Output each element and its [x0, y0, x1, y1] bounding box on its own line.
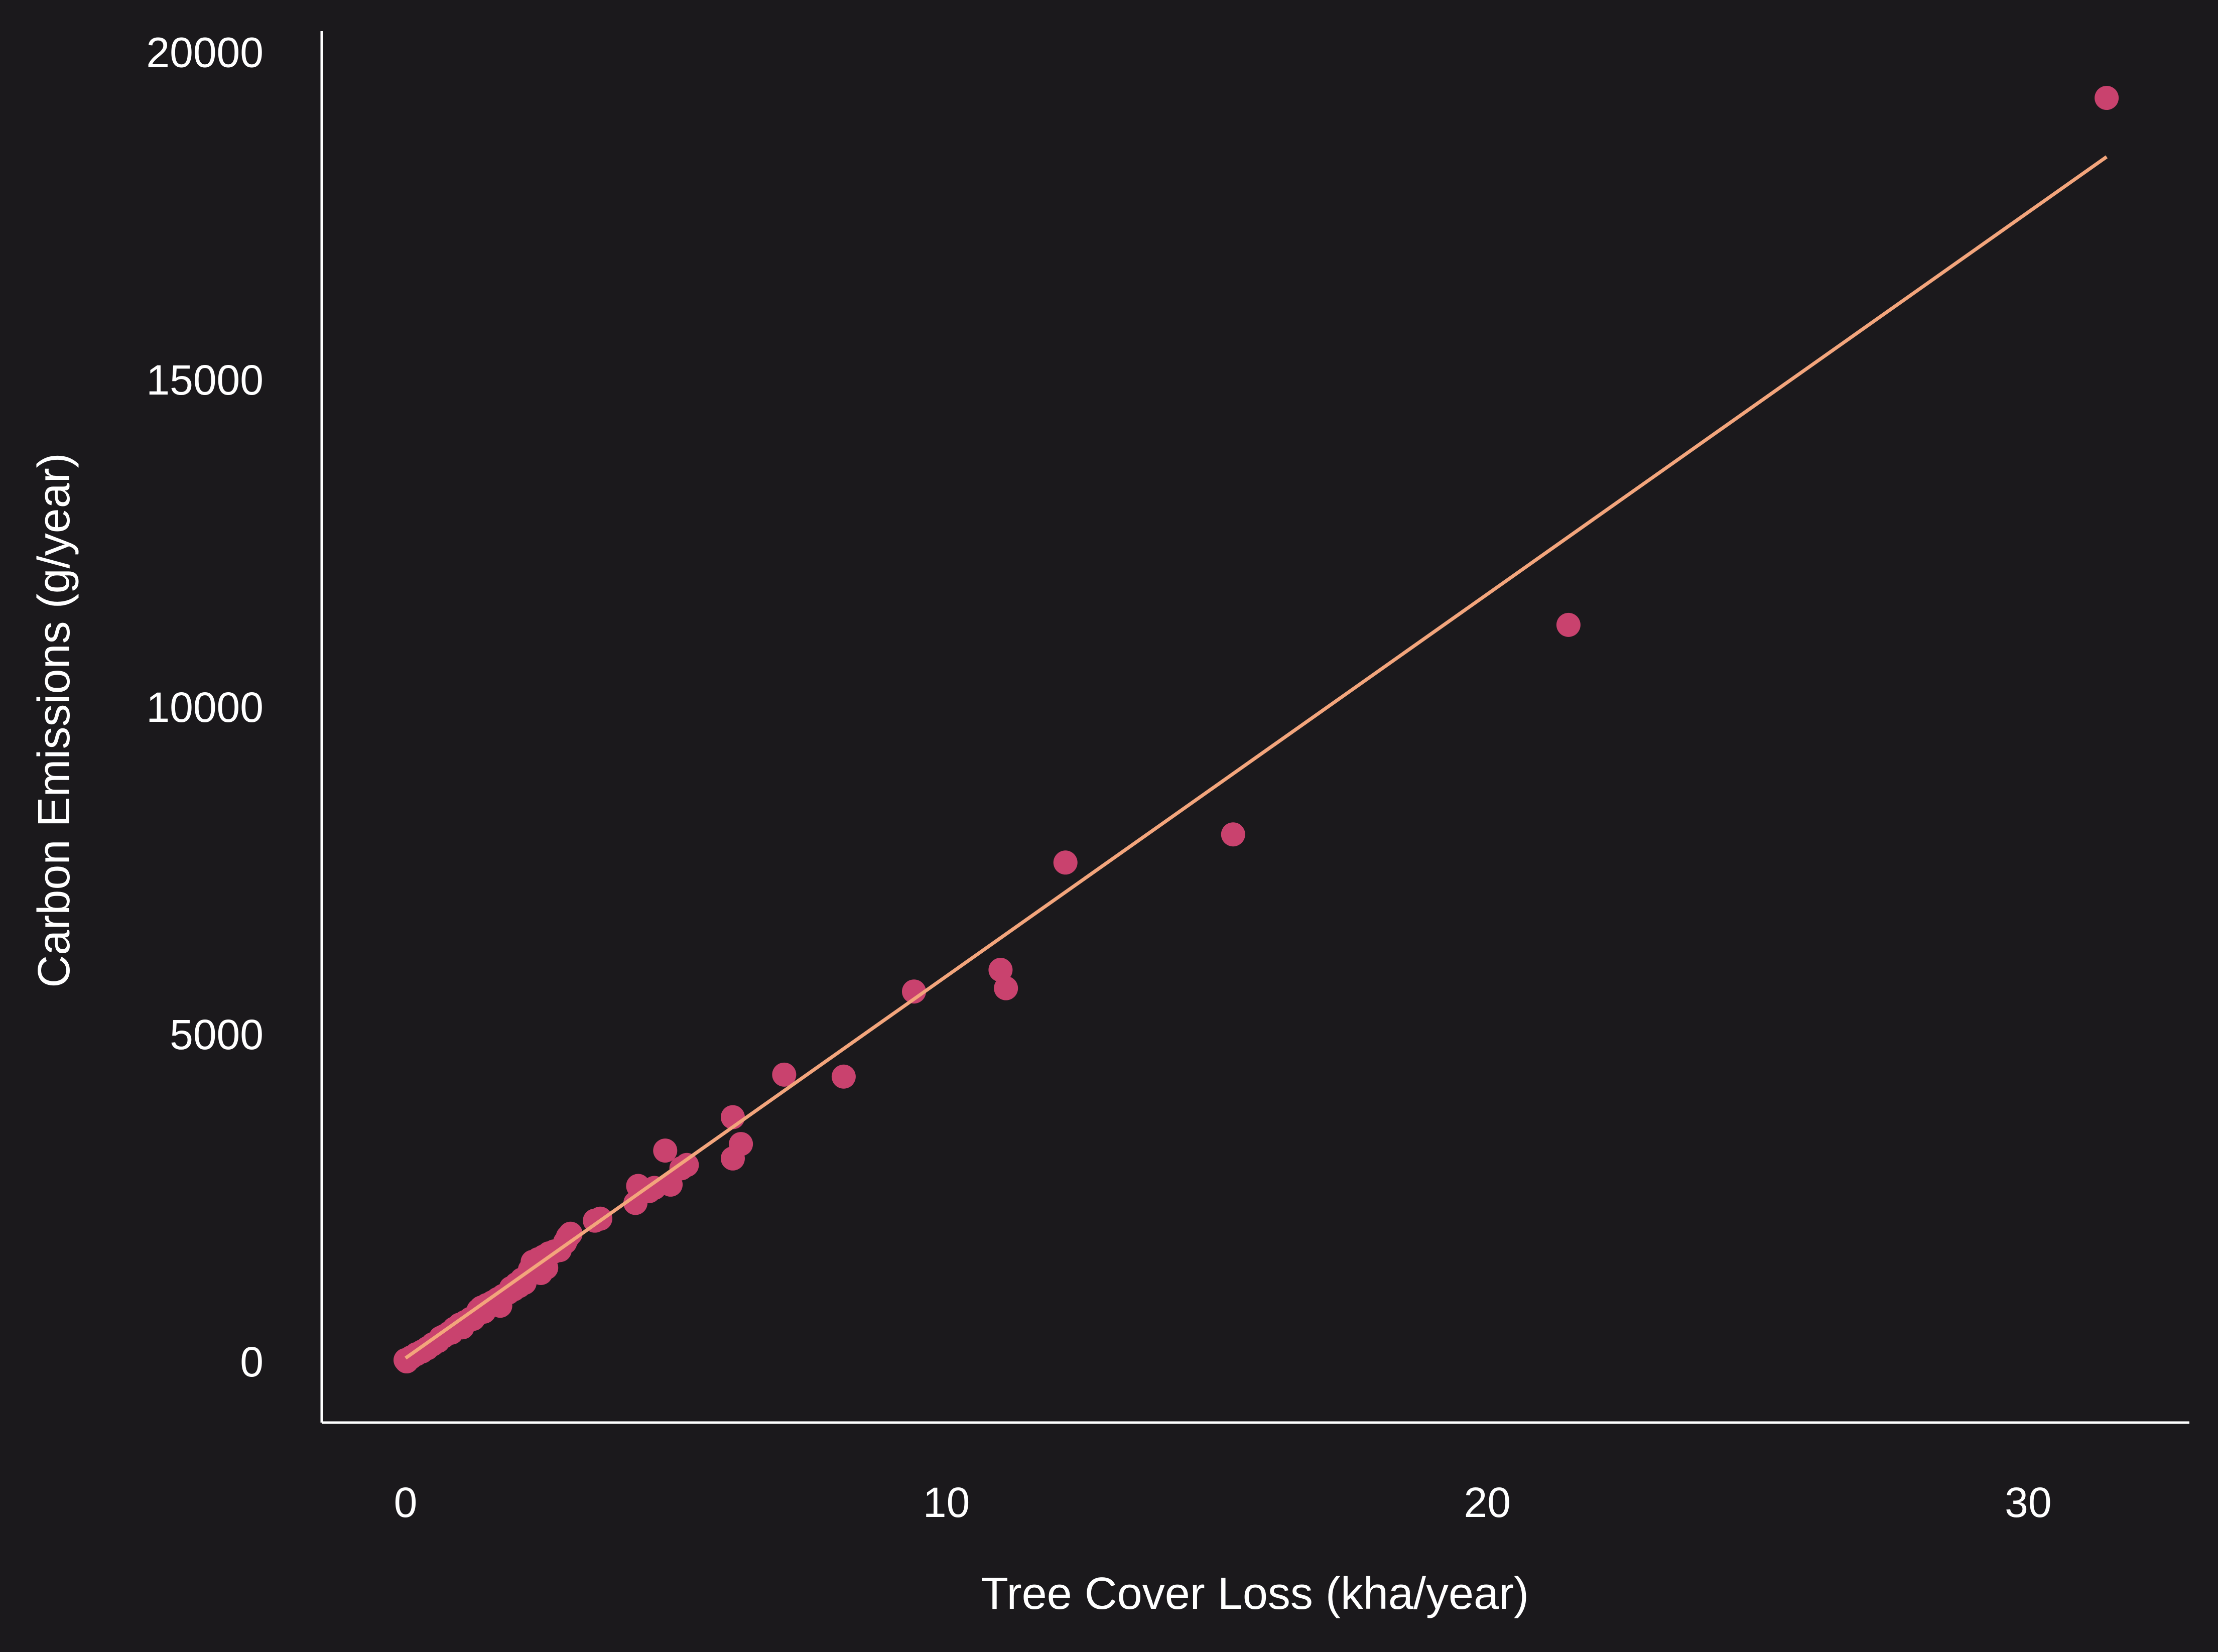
x-tick-label: 30 [2005, 1479, 2051, 1526]
data-point [1053, 850, 1078, 875]
data-point [2095, 86, 2119, 110]
data-point [901, 979, 926, 1004]
data-point [1221, 822, 1245, 847]
data-point [1556, 612, 1581, 637]
y-tick-label: 10000 [146, 684, 264, 731]
data-point [720, 1146, 745, 1171]
x-tick-label: 20 [1464, 1479, 1511, 1526]
x-tick-label: 0 [394, 1479, 418, 1526]
data-point [772, 1062, 797, 1087]
data-point [831, 1064, 856, 1089]
trend-line-layer [405, 155, 2108, 1360]
x-tick-label: 10 [923, 1479, 970, 1526]
data-point [994, 976, 1018, 1000]
y-tick-labels: 0 5000 10000 15000 20000 [146, 29, 264, 1385]
y-tick-label: 5000 [170, 1011, 264, 1058]
data-point [623, 1191, 648, 1215]
x-axis-title: Tree Cover Loss (kha/year) [981, 1569, 1529, 1619]
data-point [429, 1326, 453, 1350]
y-tick-label: 15000 [146, 356, 264, 404]
y-tick-label: 0 [240, 1338, 264, 1385]
x-tick-labels: 0 10 20 30 [394, 1479, 2052, 1526]
data-point [395, 1349, 419, 1374]
trend-line [405, 155, 2108, 1360]
points-layer [394, 86, 2119, 1374]
data-point [988, 958, 1013, 982]
data-point [653, 1138, 678, 1163]
y-tick-label: 20000 [146, 29, 264, 76]
y-axis-title: Carbon Emissions (g/year) [29, 453, 79, 987]
data-point [499, 1276, 524, 1300]
